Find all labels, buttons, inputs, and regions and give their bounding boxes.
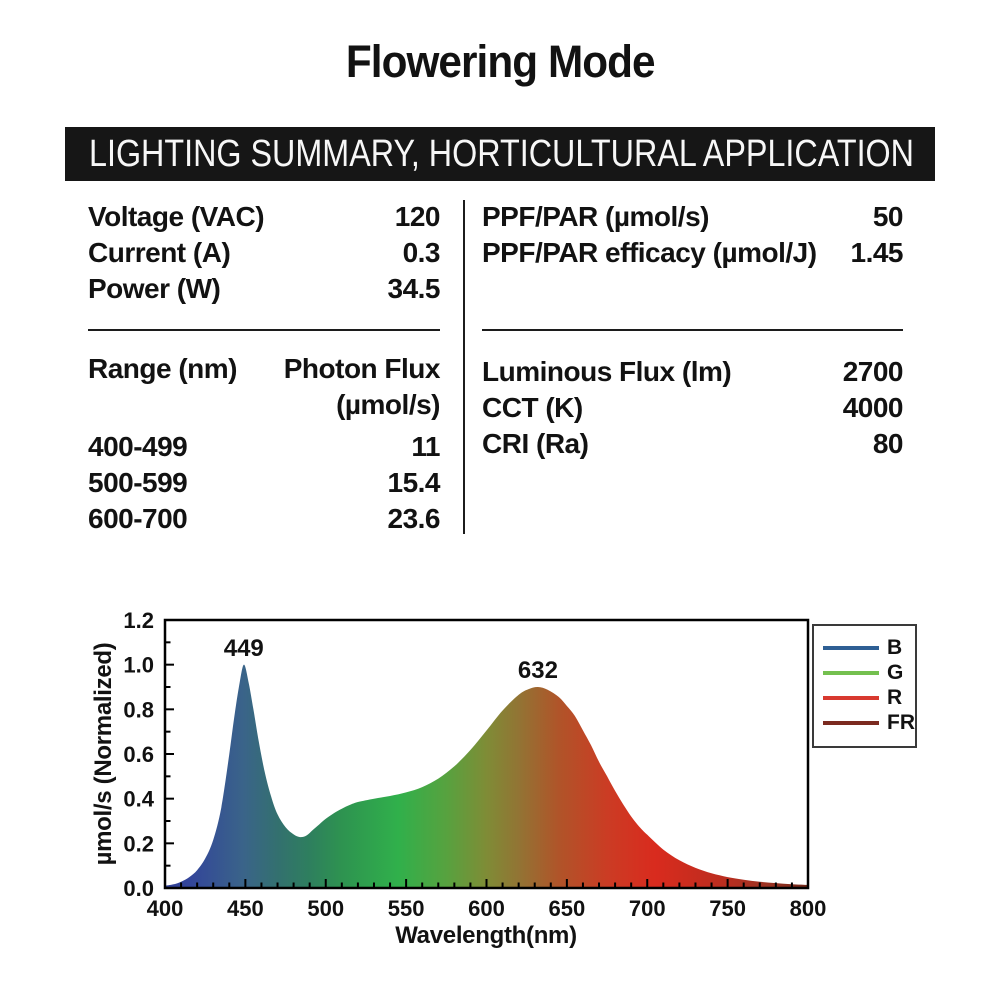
spec-value: 34.5	[387, 273, 441, 304]
x-tick-label: 550	[388, 896, 425, 921]
spec-label: 500-599	[88, 467, 188, 498]
spectrum-curve	[165, 664, 808, 888]
spec-row: 600-700 23.6	[88, 501, 440, 537]
x-axis-title: Wavelength(nm)	[395, 922, 577, 949]
divider-vertical	[463, 200, 465, 534]
flux-col2-header-line1: Photon Flux	[283, 353, 441, 384]
spec-row: Current (A) 0.3	[88, 235, 441, 271]
spec-label: Luminous Flux (lm)	[482, 356, 732, 387]
x-axis-ticks	[164, 879, 809, 888]
divider-left	[88, 329, 440, 331]
legend-line	[823, 670, 879, 675]
x-tick-label: 500	[307, 896, 344, 921]
spec-value: 2700	[842, 356, 904, 387]
x-tick-label: 700	[629, 896, 666, 921]
spec-value: 4000	[842, 392, 904, 423]
x-tick-label: 800	[790, 896, 827, 921]
legend-box: B G R FR	[812, 624, 917, 748]
spec-label: CRI (Ra)	[482, 428, 589, 459]
spec-row: PPF/PAR (µmol/s) 50	[482, 199, 904, 235]
y-tick-label: 1.0	[123, 653, 154, 678]
page-title-text: Flowering Mode	[345, 36, 656, 87]
legend-label: B	[887, 636, 903, 659]
spec-row: CRI (Ra) 80	[482, 426, 904, 462]
summary-banner-text: LIGHTING SUMMARY, HORTICULTURAL APPLICAT…	[89, 132, 915, 175]
spec-row: Voltage (VAC) 120	[88, 199, 441, 235]
spec-value: 1.45	[850, 237, 904, 268]
divider-right	[482, 329, 903, 331]
x-tick-label: 600	[468, 896, 505, 921]
flux-table-header: Range (nm) Photon Flux (µmol/s)	[88, 351, 441, 423]
spec-label: PPF/PAR (µmol/s)	[482, 201, 709, 232]
y-axis-ticks	[165, 619, 174, 889]
legend-line	[823, 720, 879, 725]
y-tick-label: 0.4	[123, 787, 154, 812]
spec-value: 11	[411, 431, 440, 462]
peak-label-449: 449	[223, 634, 264, 662]
spec-value: 120	[394, 201, 441, 232]
spec-value: 0.3	[402, 237, 441, 268]
ppf-specs-list: PPF/PAR (µmol/s) 50 PPF/PAR efficacy (µmol…	[482, 199, 904, 271]
x-tick-label: 400	[147, 896, 184, 921]
spec-value: 80	[872, 428, 904, 459]
spec-value: 50	[872, 201, 904, 232]
spec-label: 400-499	[88, 431, 188, 462]
y-tick-label: 1.2	[123, 608, 154, 633]
spec-row: 400-499 11	[88, 429, 440, 465]
legend-line	[823, 645, 879, 650]
spec-row: CCT (K) 4000	[482, 390, 904, 426]
y-tick-label: 0.6	[123, 742, 154, 767]
spec-label: Power (W)	[88, 273, 221, 304]
photometric-specs-list: Luminous Flux (lm) 2700 CCT (K) 4000 CRI (Ra…	[482, 354, 904, 462]
flux-col2-header-line2: (µmol/s)	[336, 389, 440, 420]
legend-item-G: G	[814, 660, 915, 685]
spec-label: Current (A)	[88, 237, 231, 268]
y-tick-label: 0.0	[123, 876, 154, 901]
legend-item-FR: FR	[814, 710, 915, 735]
flux-col1-header: Range (nm)	[88, 353, 238, 384]
electrical-specs-list: Voltage (VAC) 120 Current (A) 0.3 Power (W) 3…	[88, 199, 441, 307]
y-axis-title: µmol/s (Normalized)	[90, 642, 117, 866]
spec-label: 600-700	[88, 503, 188, 534]
spec-row: PPF/PAR efficacy (µmol/J) 1.45	[482, 235, 903, 271]
y-tick-label: 0.2	[123, 831, 154, 856]
y-tick-label: 0.8	[123, 697, 154, 722]
spec-value: 23.6	[387, 503, 441, 534]
flux-table-rows: 400-499 11 500-599 15.4 600-700 23.6	[88, 429, 440, 537]
legend-item-R: R	[814, 685, 915, 710]
spec-label: PPF/PAR efficacy (µmol/J)	[482, 237, 817, 268]
x-tick-label: 650	[549, 896, 586, 921]
summary-banner: LIGHTING SUMMARY, HORTICULTURAL APPLICAT…	[65, 127, 935, 181]
legend-item-B: B	[814, 635, 915, 660]
peak-label-632: 632	[517, 657, 558, 684]
spec-label: CCT (K)	[482, 392, 583, 423]
page-title: Flowering Mode	[0, 36, 1000, 88]
legend-label: G	[887, 661, 904, 684]
spec-row: 500-599 15.4	[88, 465, 440, 501]
spec-value: 15.4	[387, 467, 441, 498]
legend-line	[823, 695, 879, 700]
legend-label: R	[887, 686, 903, 709]
spec-row: Power (W) 34.5	[88, 271, 440, 307]
legend-label: FR	[887, 711, 915, 734]
spec-row: Luminous Flux (lm) 2700	[482, 354, 904, 390]
x-tick-label: 750	[709, 896, 746, 921]
spec-label: Voltage (VAC)	[88, 201, 265, 232]
x-tick-label: 450	[227, 896, 264, 921]
